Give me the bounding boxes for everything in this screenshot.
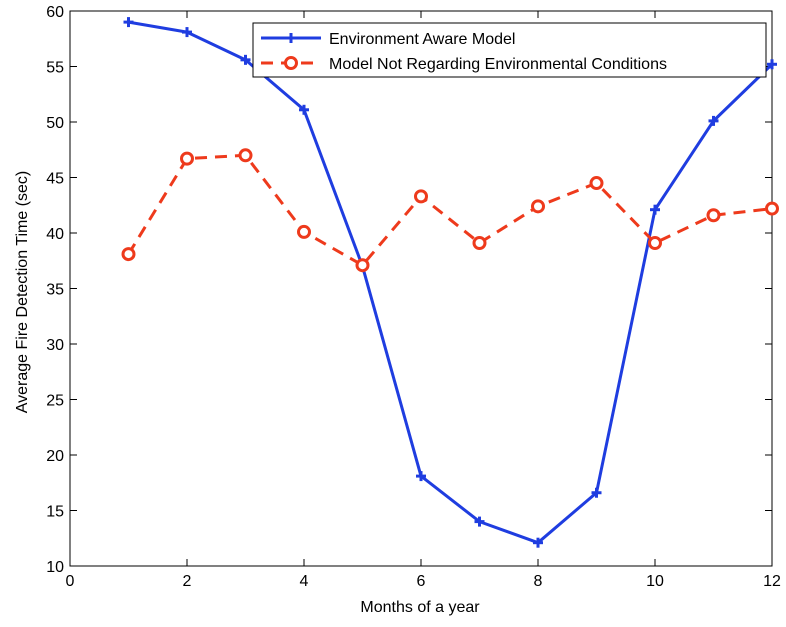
legend-circle-marker	[284, 56, 298, 70]
series-line	[127, 153, 773, 267]
plus-marker	[591, 487, 602, 498]
legend-entry-1: Environment Aware Model	[261, 31, 515, 48]
plus-marker	[123, 17, 134, 28]
y-tick-label: 20	[46, 448, 64, 465]
y-tick-label: 10	[46, 559, 64, 576]
circle-marker	[414, 189, 428, 204]
series-layer	[121, 17, 779, 548]
plus-marker	[240, 54, 251, 65]
x-tick-label: 10	[646, 573, 664, 590]
circle-marker	[238, 148, 253, 163]
plus-marker	[650, 204, 660, 215]
plot-frame	[69, 10, 773, 567]
legend: Environment Aware Model Model Not Regardi…	[252, 22, 767, 78]
plus-marker	[182, 27, 192, 38]
axes: 0 2 4 6 8 10 12 10 15 20 25 30 35 40 45 50 55 60	[46, 4, 781, 590]
circle-marker	[180, 151, 194, 166]
circle-marker	[121, 247, 136, 262]
y-tick-label: 40	[46, 226, 64, 243]
x-axis-label: Months of a year	[360, 599, 480, 616]
series-2	[121, 148, 779, 273]
y-tick-label: 25	[46, 393, 64, 410]
circle-marker	[589, 176, 604, 191]
x-tick-label: 4	[300, 573, 309, 590]
y-tick-label: 45	[46, 171, 64, 188]
plus-marker	[299, 104, 309, 115]
plus-marker	[416, 471, 426, 482]
plus-marker	[708, 115, 719, 126]
circle-marker	[472, 235, 487, 250]
plus-marker	[767, 59, 777, 70]
x-tick-label: 2	[183, 573, 192, 590]
legend-label: Environment Aware Model	[329, 31, 515, 48]
y-tick-label: 15	[46, 504, 64, 521]
legend-box	[252, 22, 767, 78]
circle-marker	[355, 258, 370, 273]
y-tick-label: 60	[46, 4, 64, 21]
x-tick-label: 8	[534, 573, 543, 590]
plus-marker	[533, 537, 543, 548]
legend-label: Model Not Regarding Environmental Condit…	[329, 56, 667, 73]
y-tick-label: 50	[46, 115, 64, 132]
circle-marker	[765, 201, 779, 216]
x-tick-label: 12	[763, 573, 781, 590]
legend-entry-2: Model Not Regarding Environmental Condit…	[261, 56, 667, 73]
x-tick-label: 6	[417, 573, 426, 590]
series-line	[128, 20, 774, 545]
plus-marker	[474, 516, 485, 527]
circle-marker	[531, 199, 545, 214]
y-tick-label: 55	[46, 60, 64, 77]
y-axis-label: Average Fire Detection Time (sec)	[14, 171, 31, 413]
circle-marker	[297, 224, 311, 239]
x-tick-label: 0	[66, 573, 75, 590]
y-tick-label: 35	[46, 282, 64, 299]
y-tick-label: 30	[46, 337, 64, 354]
circle-marker	[706, 208, 721, 223]
circle-marker	[648, 235, 662, 250]
